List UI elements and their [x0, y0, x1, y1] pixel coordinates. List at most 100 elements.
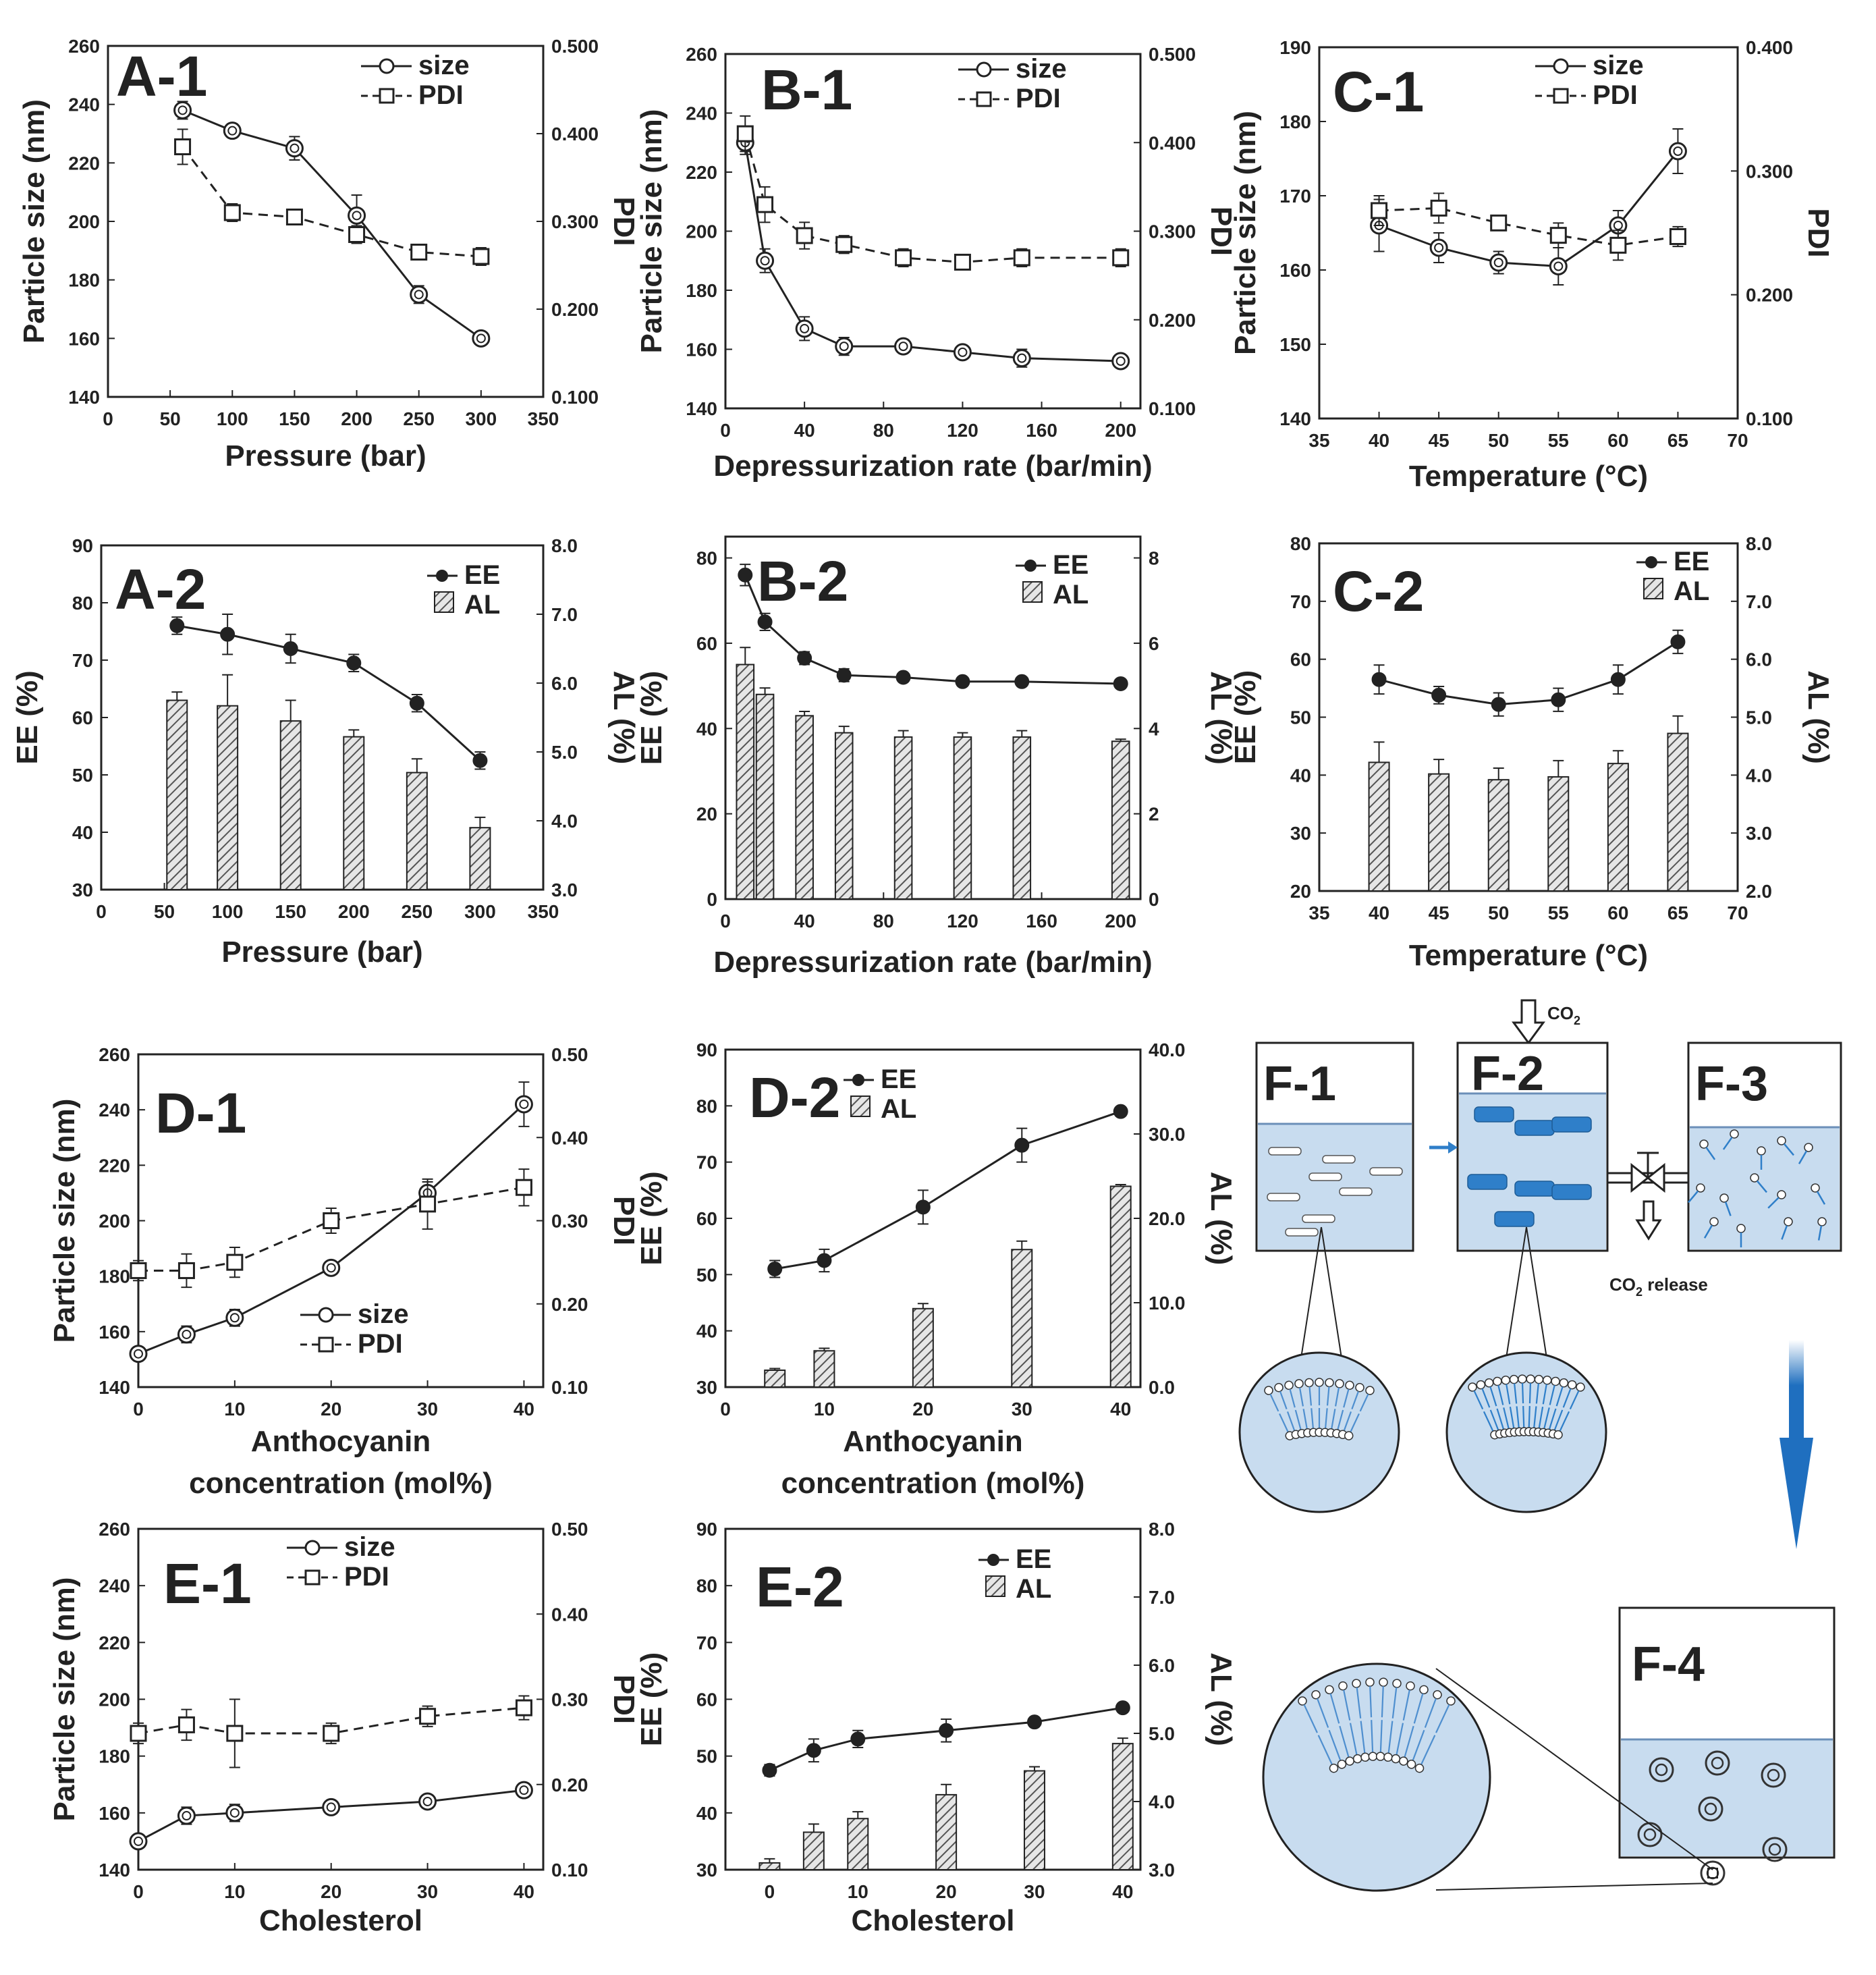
lipid-tail-bottom: [1396, 1723, 1404, 1755]
series-line-size: [744, 142, 1121, 362]
lipid-tail-top: [1569, 1390, 1580, 1410]
lipid-tail-bottom: [1317, 1735, 1333, 1765]
al-bar: [1368, 761, 1390, 892]
y-tick-label: 180: [1279, 111, 1311, 132]
y-tick-label: 160: [99, 1322, 130, 1343]
y2-tick-label: 0.100: [1149, 398, 1196, 419]
lipid-head-top: [1315, 1378, 1324, 1387]
lipid-tail-top: [1279, 1390, 1288, 1410]
point-inner: [519, 1785, 529, 1795]
point-pdi: [226, 1253, 244, 1271]
legend-label: AL: [1053, 580, 1088, 610]
lipid-head-top: [1534, 1374, 1544, 1384]
al-bar: [813, 1350, 835, 1388]
lipid-tail-bottom: [1343, 1411, 1352, 1431]
x-tick-label: 55: [1548, 902, 1569, 923]
lipid-tail-bottom: [1420, 1735, 1436, 1765]
point-size: [514, 1781, 533, 1800]
lipid-tail: [1724, 1201, 1732, 1216]
series-line-pdi: [138, 1706, 524, 1735]
al-bar: [755, 693, 775, 900]
point-size: [225, 1804, 244, 1822]
al-bar: [166, 699, 188, 890]
y-tick-label: 50: [72, 765, 93, 786]
lipid-tail-top: [1481, 1388, 1491, 1408]
al-bar: [736, 664, 755, 900]
x-tick-label: 250: [403, 408, 435, 429]
x-tick-label: 30: [417, 1881, 438, 1902]
lipid-tail-bottom: [1328, 1729, 1342, 1761]
lipid-tail: [1798, 1150, 1808, 1164]
point-inner: [760, 256, 770, 266]
lipid-tail-top: [1308, 1386, 1313, 1406]
point-size: [173, 101, 192, 119]
x-axis-title: Pressure (bar): [225, 439, 426, 472]
y-tick-label: 140: [686, 398, 717, 419]
lipid-tail-bottom: [1350, 1413, 1360, 1433]
legend-bar: [850, 1095, 871, 1117]
x-tick-label: 0: [96, 901, 107, 922]
lipid-tail-top: [1535, 1383, 1539, 1404]
point-pdi: [130, 1725, 147, 1742]
point-pdi: [1371, 202, 1388, 219]
bilayer-zoom-f1: [1264, 1378, 1375, 1440]
y-tick-label: 190: [1279, 37, 1311, 58]
point-ee: [836, 668, 852, 683]
bilayer-lipid: [1344, 1386, 1375, 1440]
y-tick-label: 70: [696, 1632, 717, 1653]
y-axis-title: Particle size (nm): [635, 109, 668, 354]
lipid-tail-top: [1514, 1383, 1518, 1404]
legend-label: size: [418, 51, 470, 80]
point-ee: [1551, 692, 1566, 707]
y-axis-title: EE (%): [11, 670, 44, 764]
lipid-tail-bottom: [1311, 1408, 1315, 1429]
point-inner: [326, 1263, 336, 1273]
y2-axis-title: AL (%): [607, 671, 640, 765]
point-inner: [134, 1836, 143, 1846]
lipid-tail-top: [1289, 1388, 1296, 1408]
point-size: [1668, 142, 1687, 161]
legend-marker: [318, 1307, 334, 1323]
lipid-tail-bottom: [1349, 1723, 1358, 1755]
point-size: [1012, 349, 1031, 368]
x-tick-label: 60: [1607, 902, 1628, 923]
point-inner: [227, 126, 238, 136]
point-ee: [169, 618, 185, 633]
series-line-ee: [177, 624, 481, 761]
co2-inlet-label: CO2: [1547, 1003, 1580, 1027]
lipid-tail-top: [1391, 1687, 1398, 1719]
bilayer-lipid: [1274, 1382, 1301, 1439]
bilayer-lipid: [1332, 1380, 1354, 1438]
y2-tick-label: 0.500: [551, 36, 599, 57]
y2-axis-title: AL (%): [1205, 671, 1238, 765]
legend-label: PDI: [1593, 80, 1638, 110]
y-tick-label: 80: [72, 593, 93, 614]
valve-icon: CO2 release: [1607, 1152, 1708, 1299]
y-tick-label: 40: [696, 1321, 717, 1342]
point-inner: [326, 1802, 336, 1812]
chart-d-2: 0 10 20 30 40 30 40 50 60 70 80 90 0.0 10.0 20.0 30.0 40…: [635, 1039, 1238, 1500]
lipid-tail-top: [1303, 1704, 1318, 1733]
point-ee: [850, 1731, 866, 1747]
co2-inlet-arrow: CO2: [1512, 999, 1580, 1045]
point-pdi: [323, 1212, 340, 1229]
x-tick-label: 10: [224, 1399, 245, 1419]
x-axis-title: Depressurization rate (bar/min): [713, 946, 1152, 979]
lipid-sheet: [1369, 1167, 1403, 1176]
point-inner: [289, 143, 300, 153]
point-inner: [182, 1329, 192, 1339]
y2-tick-label: 6.0: [551, 673, 578, 694]
point-ee: [1371, 672, 1387, 687]
x-tick-label: 200: [338, 901, 370, 922]
point-pdi: [796, 227, 813, 244]
y2-tick-label: 0.20: [551, 1294, 588, 1315]
x-axis-title: concentration (mol%): [189, 1467, 493, 1500]
point-inner: [1434, 243, 1444, 252]
y-tick-label: 240: [99, 1575, 130, 1596]
x-tick-label: 20: [321, 1881, 341, 1902]
lipid-molecule: [1781, 1217, 1793, 1240]
point-size: [410, 285, 429, 304]
point-size: [322, 1797, 341, 1816]
